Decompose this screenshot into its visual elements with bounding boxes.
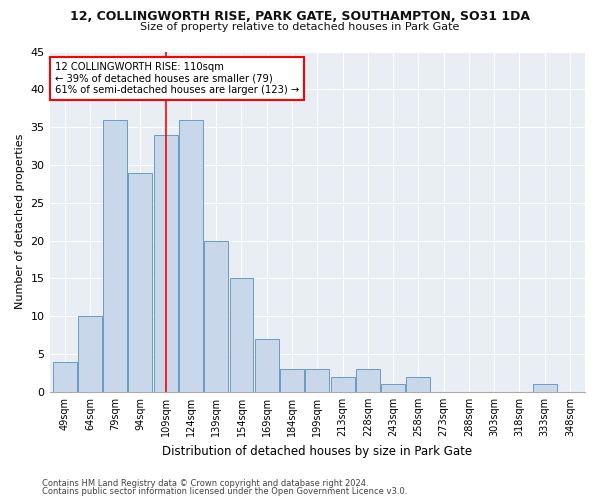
X-axis label: Distribution of detached houses by size in Park Gate: Distribution of detached houses by size … <box>162 444 472 458</box>
Bar <box>154 134 178 392</box>
Y-axis label: Number of detached properties: Number of detached properties <box>15 134 25 310</box>
Bar <box>78 316 102 392</box>
Text: Size of property relative to detached houses in Park Gate: Size of property relative to detached ho… <box>140 22 460 32</box>
Bar <box>280 369 304 392</box>
Bar <box>381 384 405 392</box>
Bar <box>305 369 329 392</box>
Bar <box>53 362 77 392</box>
Bar <box>356 369 380 392</box>
Text: 12 COLLINGWORTH RISE: 110sqm
← 39% of detached houses are smaller (79)
61% of se: 12 COLLINGWORTH RISE: 110sqm ← 39% of de… <box>55 62 299 95</box>
Bar <box>179 120 203 392</box>
Bar <box>533 384 557 392</box>
Bar <box>230 278 253 392</box>
Bar <box>103 120 127 392</box>
Text: Contains public sector information licensed under the Open Government Licence v3: Contains public sector information licen… <box>42 487 407 496</box>
Bar <box>255 339 279 392</box>
Bar <box>331 377 355 392</box>
Text: Contains HM Land Registry data © Crown copyright and database right 2024.: Contains HM Land Registry data © Crown c… <box>42 478 368 488</box>
Bar <box>128 172 152 392</box>
Bar <box>204 240 228 392</box>
Bar <box>406 377 430 392</box>
Text: 12, COLLINGWORTH RISE, PARK GATE, SOUTHAMPTON, SO31 1DA: 12, COLLINGWORTH RISE, PARK GATE, SOUTHA… <box>70 10 530 23</box>
